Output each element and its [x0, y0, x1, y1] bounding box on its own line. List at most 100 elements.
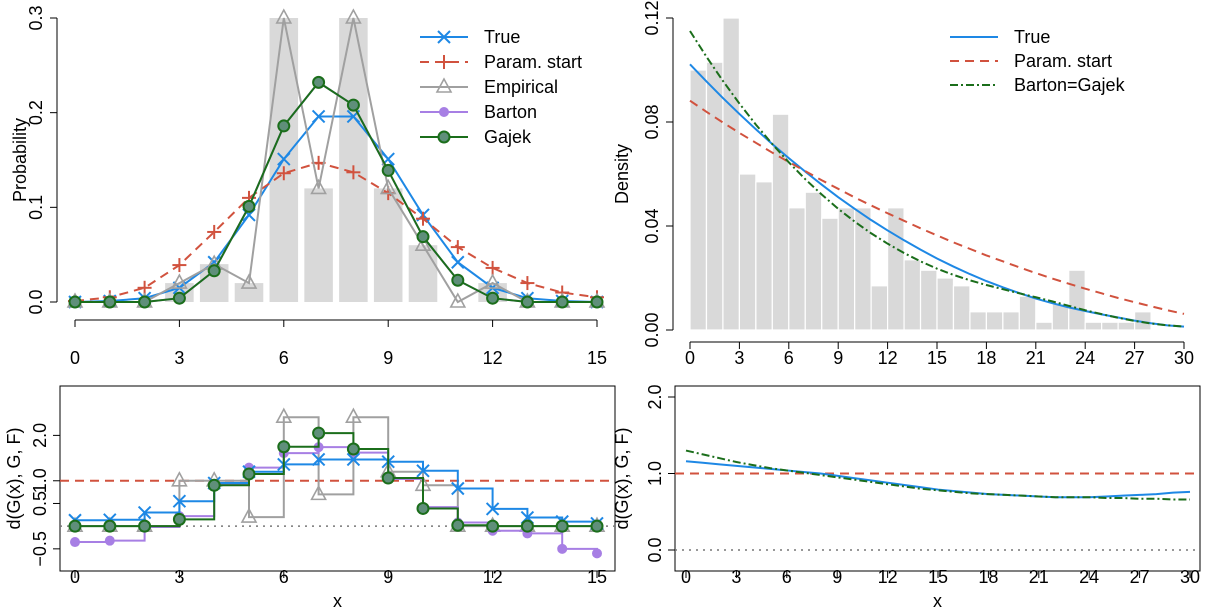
y-axis-label: d(G(x), G, F): [4, 428, 24, 530]
data-point: [381, 471, 395, 485]
histogram-bar: [886, 207, 905, 331]
legend-label: Param. start: [1014, 51, 1112, 71]
data-point: [172, 494, 187, 508]
series-line: [75, 81, 597, 303]
x-tick-label: 6: [279, 348, 289, 368]
legend-label: Barton=Gajek: [1014, 75, 1126, 95]
step-line: [75, 446, 598, 554]
x-tick-label: 12: [878, 567, 898, 587]
series-gajek: [68, 75, 604, 309]
data-point: [70, 537, 80, 548]
data-point: [312, 426, 326, 440]
y-tick-label: −0.5: [30, 531, 50, 567]
data-point: [379, 178, 397, 195]
x-tick-label: 0: [685, 348, 695, 368]
y-tick-label: 0.04: [642, 208, 662, 243]
legend-item: Param. start: [420, 52, 582, 72]
data-point: [484, 273, 501, 289]
data-point: [242, 199, 256, 213]
x-tick-label: 0: [70, 567, 80, 587]
legend-marker: [437, 30, 451, 44]
y-tick-label: 0.12: [642, 0, 662, 35]
y-tick-label: 1.0: [30, 468, 50, 493]
histogram-bar: [821, 217, 839, 331]
data-point: [172, 512, 186, 526]
histogram-bar: [1035, 321, 1053, 331]
data-point: [277, 119, 291, 133]
data-point: [520, 519, 534, 533]
histogram-bar: [969, 311, 988, 331]
y-axis-label: Probability: [10, 118, 30, 202]
legend-marker: [439, 107, 449, 117]
y-tick-label: 0.00: [642, 312, 662, 347]
data-point: [104, 535, 115, 546]
data-point: [240, 273, 258, 289]
x-tick-label: 0: [70, 348, 80, 368]
y-tick-label: 0.3: [26, 5, 46, 30]
data-point: [103, 519, 117, 533]
legend-item: True: [950, 27, 1050, 47]
histogram-bar: [1051, 303, 1070, 331]
data-point: [277, 440, 291, 454]
x-tick-label: 21: [1026, 348, 1046, 368]
plot-frame: [59, 385, 616, 572]
histogram-bar: [870, 285, 889, 331]
legend-item: Empirical: [420, 77, 558, 97]
x-tick-label: 9: [832, 567, 842, 587]
legend-label: Gajek: [484, 127, 532, 147]
data-point: [68, 519, 82, 533]
plot-area: [60, 407, 615, 559]
x-tick-label: 12: [878, 348, 898, 368]
series-line: [75, 17, 597, 304]
data-point: [275, 407, 293, 424]
data-point: [346, 452, 361, 467]
data-point: [137, 505, 152, 520]
step-line: [75, 458, 598, 524]
data-point: [451, 518, 465, 532]
data-point: [345, 407, 362, 424]
y-tick-label: 0.1: [26, 195, 46, 220]
plot-frame: [674, 385, 1201, 572]
x-tick-label: 30: [1174, 348, 1194, 368]
data-point: [276, 166, 291, 181]
x-tick-label: 6: [782, 567, 792, 587]
data-point: [451, 255, 465, 269]
legend-label: Empirical: [484, 77, 558, 97]
histogram-bar: [755, 181, 773, 331]
data-point: [486, 291, 500, 305]
data-point: [312, 75, 326, 89]
y-tick-label: 0.08: [642, 104, 662, 139]
legend-label: True: [484, 27, 520, 47]
series-line-gajek: [689, 30, 1185, 328]
data-point: [345, 8, 362, 24]
data-point: [311, 109, 326, 124]
x-tick-label: 3: [734, 348, 744, 368]
data-point: [103, 295, 117, 309]
histogram-bar: [788, 207, 806, 331]
bar: [373, 188, 403, 302]
x-tick-label: 0: [681, 567, 691, 587]
data-point: [311, 452, 326, 467]
x-tick-label: 27: [1130, 567, 1150, 587]
plot-area: [675, 449, 1200, 551]
data-point: [207, 224, 222, 239]
data-point: [171, 471, 188, 487]
series-line-true: [685, 460, 1191, 499]
data-point: [450, 240, 465, 255]
data-point: [207, 264, 221, 278]
data-point: [207, 478, 221, 492]
data-point: [346, 98, 360, 112]
x-tick-label: 6: [279, 567, 289, 587]
y-tick-label: 2.0: [645, 384, 665, 409]
x-tick-label: 3: [174, 348, 184, 368]
data-point: [242, 467, 256, 481]
legend: True Param. start Empirical Barton Gajek: [420, 27, 582, 147]
legend-marker: [435, 77, 453, 93]
data-point: [451, 273, 465, 287]
data-point: [138, 295, 152, 309]
series-true: [68, 452, 604, 531]
data-point: [240, 507, 258, 523]
data-point: [555, 519, 569, 533]
histogram-bar: [1002, 311, 1020, 331]
